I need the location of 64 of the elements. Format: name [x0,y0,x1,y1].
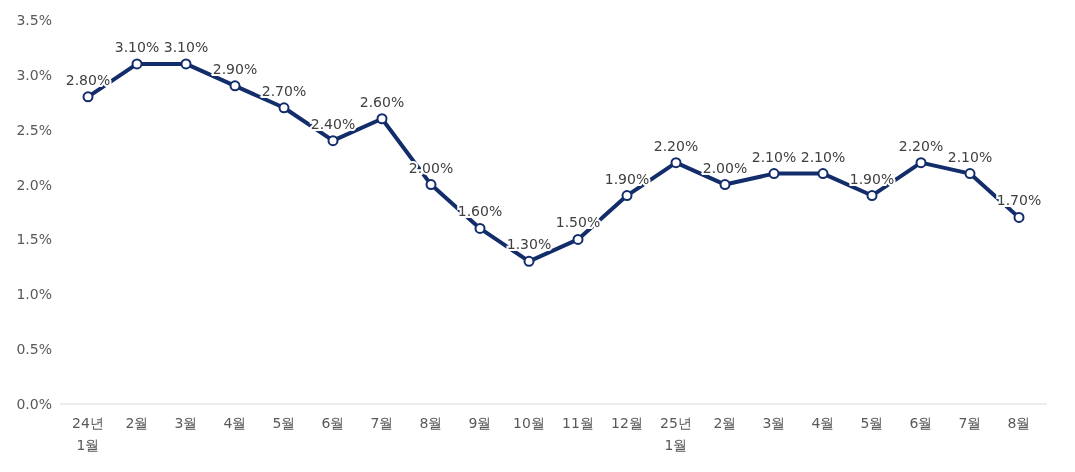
y-tick-label: 2.5% [16,121,52,138]
point [278,102,290,114]
point [572,233,584,245]
y-tick-label: 3.5% [16,11,52,28]
point [964,168,976,180]
point [523,255,535,267]
point [719,179,731,191]
x-tick-label: 2월 [713,415,737,431]
y-tick-label: 0.0% [16,395,52,412]
x-tick-label: 5월 [272,415,296,431]
data-label: 1.90% [849,170,895,187]
point [327,135,339,147]
point [817,168,829,180]
data-label: 3.10% [163,38,209,55]
data-label: 2.90% [212,60,258,77]
data-label: 2.80% [65,71,111,88]
x-tick-label: 10월 [513,415,545,431]
point [866,190,878,202]
y-tick-label: 3.0% [16,66,52,83]
x-tick-label: 4월 [223,415,247,431]
x-tick-label: 8월 [1007,415,1031,431]
point [670,157,682,169]
x-tick-label: 3월 [762,415,786,431]
x-tick-label: 4월 [811,415,835,431]
point [131,58,143,70]
data-label: 2.20% [653,137,699,154]
point [180,58,192,70]
x-tick-label: 7월 [370,415,394,431]
point [621,190,633,202]
x-tick-label: 25년 1월 [660,415,692,453]
data-label: 2.10% [751,148,797,165]
x-tick-label: 24년 1월 [72,415,104,453]
y-tick-label: 1.0% [16,286,52,303]
y-tick-label: 2.0% [16,176,52,193]
point [425,179,437,191]
data-label: 2.10% [800,148,846,165]
data-label: 2.00% [702,159,748,176]
x-tick-label: 3월 [174,415,198,431]
data-label: 2.60% [359,93,405,110]
point [376,113,388,125]
x-tick-label: 9월 [468,415,492,431]
data-label: 1.30% [506,236,552,253]
data-label: 2.70% [261,82,307,99]
x-tick-label: 6월 [321,415,345,431]
data-label: 1.90% [604,170,650,187]
point [474,222,486,234]
data-label: 2.20% [898,137,944,154]
x-tick-label: 5월 [860,415,884,431]
point [915,157,927,169]
data-label: 2.40% [310,115,356,132]
y-tick-label: 0.5% [16,341,52,358]
x-tick-label: 11월 [562,415,594,431]
x-tick-label: 7월 [958,415,982,431]
x-tick-label: 2월 [125,415,149,431]
data-label: 3.10% [114,38,160,55]
x-tick-label: 6월 [909,415,933,431]
point [1013,211,1025,223]
point [768,168,780,180]
data-label: 2.10% [947,148,993,165]
point [82,91,94,103]
point [229,80,241,92]
y-tick-label: 1.5% [16,231,52,248]
x-tick-label: 12월 [611,415,643,431]
x-tick-label: 8월 [419,415,443,431]
